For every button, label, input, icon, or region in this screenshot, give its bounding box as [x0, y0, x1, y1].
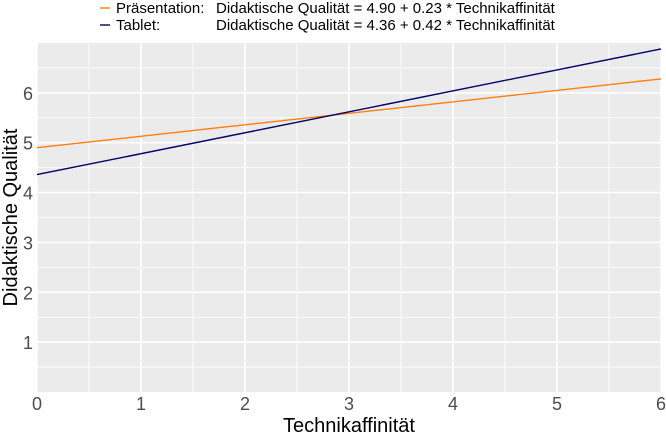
legend: Präsentation: Didaktische Qualität = 4.90… [100, 0, 556, 34]
grid-major [36, 43, 662, 392]
legend-label-0: Präsentation: [116, 0, 204, 17]
series-line-1 [36, 48, 662, 176]
legend-equation-0: Didaktische Qualität = 4.90 + 0.23 * Tec… [216, 0, 556, 17]
series-line-0 [36, 78, 662, 149]
y-tick-label: 4 [23, 184, 33, 204]
legend-label-1: Tablet: [116, 17, 160, 34]
series-lines [36, 48, 662, 176]
x-axis-title: Technikaffinität [283, 415, 415, 434]
x-tick-label: 4 [448, 394, 458, 414]
legend-equation-1: Didaktische Qualität = 4.36 + 0.42 * Tec… [216, 17, 556, 34]
y-tick-label: 1 [23, 333, 33, 353]
x-tick-label: 0 [32, 394, 42, 414]
x-tick-label: 3 [344, 394, 354, 414]
y-axis-title: Didaktische Qualität [0, 128, 22, 306]
x-tick-labels: 0 1 2 3 4 5 6 [32, 394, 666, 414]
y-tick-label: 5 [23, 134, 33, 154]
x-tick-label: 6 [656, 394, 666, 414]
x-tick-label: 2 [240, 394, 250, 414]
y-tick-label: 3 [23, 233, 33, 253]
x-tick-label: 5 [552, 394, 562, 414]
x-tick-label: 1 [136, 394, 146, 414]
y-tick-label: 2 [23, 283, 33, 303]
y-tick-label: 6 [23, 84, 33, 104]
y-tick-labels: 1 2 3 4 5 6 [23, 84, 33, 353]
